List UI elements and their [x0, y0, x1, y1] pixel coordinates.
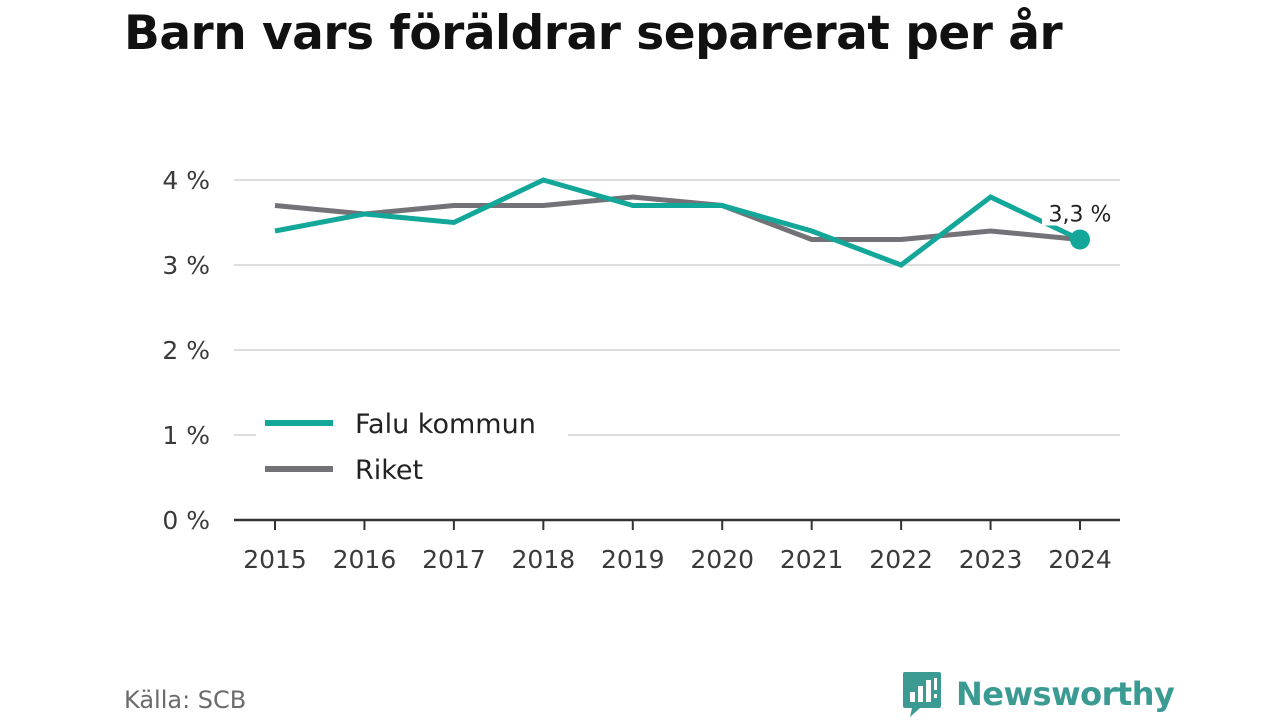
y-axis-ticks: 0 % 1 % 2 % 3 % 4 %: [162, 166, 210, 535]
y-tick-label: 0 %: [162, 506, 210, 535]
gridlines: [234, 179, 1120, 436]
source-note: Källa: SCB: [124, 686, 247, 714]
x-tick-label: 2021: [780, 545, 844, 574]
legend-background: [256, 400, 568, 494]
x-tick-label: 2016: [333, 545, 397, 574]
y-tick-label: 4 %: [162, 166, 210, 195]
y-tick-label: 3 %: [162, 251, 210, 280]
series-line-riket: [274, 194, 1081, 242]
series-line-falu-kommun: [274, 177, 1082, 268]
legend-label: Falu kommun: [355, 409, 536, 440]
chart-title: Barn vars föräldrar separerat per år: [124, 6, 1063, 61]
y-tick-label: 1 %: [162, 421, 210, 450]
annotations: 3,3 %: [1042, 197, 1116, 250]
brand-logo: Newsworthy: [902, 670, 1175, 718]
x-tick-label: 2017: [422, 545, 486, 574]
brand-name: Newsworthy: [956, 675, 1175, 713]
x-tick-label: 2022: [869, 545, 933, 574]
data-label: 3,3 %: [1049, 203, 1112, 228]
y-tick-label: 2 %: [162, 336, 210, 365]
legend: Falu kommun Riket: [256, 400, 568, 494]
series-lines: [274, 177, 1082, 268]
x-tick-label: 2019: [601, 545, 665, 574]
data-label-background: [1042, 197, 1116, 226]
x-tick-label: 2023: [959, 545, 1023, 574]
x-tick-label: 2018: [512, 545, 576, 574]
highlight-point: [1070, 229, 1090, 250]
x-axis: 2015 2016 2017 2018 2019 2020 2021 2022 2023 2024: [234, 518, 1120, 574]
x-tick-label: 2024: [1048, 545, 1112, 574]
legend-label: Riket: [355, 455, 423, 486]
x-tick-label: 2015: [243, 545, 307, 574]
bar-chart-speech-bubble-icon: [903, 672, 941, 717]
x-tick-label: 2020: [690, 545, 754, 574]
line-chart: 0 % 1 % 2 % 3 % 4 % 2015 2016 2017 2018 2019 2020…: [162, 166, 1120, 574]
